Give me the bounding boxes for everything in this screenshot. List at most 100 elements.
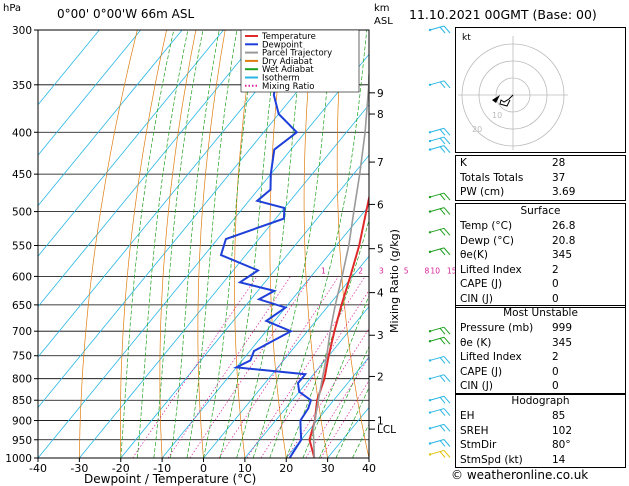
wind-barb-flag: [439, 425, 446, 432]
pressure-tick-label: 300: [12, 25, 32, 37]
wet-adiabat-line: [252, 30, 334, 458]
wind-barb-shaft: [429, 423, 445, 429]
mu-row-value: 345: [552, 336, 573, 349]
datetime-label: 11.10.2021 00GMT (Base: 00): [409, 7, 597, 22]
km-tick-label: 8: [377, 109, 384, 121]
most-unstable-title: Most Unstable: [503, 307, 578, 319]
wind-barb-base: [428, 377, 432, 380]
temperature-tick-label: 0: [200, 462, 207, 475]
wind-barb-base: [428, 399, 432, 402]
mixing-ratio-label: 2: [358, 266, 363, 275]
wind-barb-base: [428, 453, 432, 456]
wind-barb-shaft: [429, 395, 445, 401]
mixing-ratio-label: 3: [379, 266, 384, 275]
wet-adiabat-line: [153, 30, 204, 458]
wind-barb-flag: [443, 80, 451, 89]
temperature-tick-label: 10: [238, 462, 252, 475]
mixing-ratio-line: [320, 380, 369, 458]
pressure-tick-label: 450: [12, 169, 32, 181]
isotherm-line: [120, 154, 369, 458]
wind-barb-base: [428, 411, 432, 414]
wind-barb-flag: [443, 207, 451, 215]
km-unit-label: km: [374, 3, 390, 14]
hodo-row-label: StmSpd (kt): [460, 453, 523, 466]
index-k-value: 28: [552, 157, 566, 169]
dry-adiabat-line: [431, 30, 456, 458]
profile-lines: [219, 30, 369, 458]
wind-barb-base: [428, 427, 432, 430]
wind-barb-flag: [443, 145, 451, 153]
credit-text: © weatheronline.co.uk: [451, 468, 589, 482]
wind-barb-flag: [439, 396, 446, 404]
pressure-tick-label: 950: [12, 435, 32, 447]
series-line-temperature: [308, 193, 369, 458]
mixing-ratio-line: [286, 328, 369, 458]
km-tick-label: 2: [377, 371, 384, 383]
wet-adiabat-line: [120, 30, 175, 458]
wind-barb-shaft: [429, 25, 445, 31]
hodo-row-value: 102: [552, 424, 573, 437]
wind-barb-flag: [439, 327, 446, 335]
wind-barb-flag: [439, 357, 446, 364]
km-tick-label: 9: [377, 88, 384, 100]
wind-barb-base: [428, 231, 432, 234]
dry-adiabat-line: [269, 30, 287, 458]
km-tick-label: 4: [377, 288, 384, 300]
wind-barb-flag: [439, 337, 446, 345]
km-tick-label: 5: [377, 244, 384, 256]
wind-barb-shaft: [429, 408, 445, 414]
hodograph-ring-10: 10: [492, 111, 502, 120]
surface-row-value: 26.8: [552, 220, 576, 232]
wind-barb-base: [428, 131, 432, 134]
wind-barb-flag: [439, 228, 446, 236]
surface-row-label: Dewp (°C): [460, 234, 514, 247]
wind-barb-shaft: [429, 449, 445, 455]
wind-barb-base: [428, 210, 432, 213]
wind-barb-flag: [439, 409, 446, 416]
wind-barb-shaft: [429, 439, 445, 444]
index-tt-value: 37: [552, 171, 566, 184]
axes: 3003504004505005506006507007508008509009…: [5, 25, 396, 475]
pressure-tick-label: 500: [12, 207, 32, 219]
pressure-tick-label: 750: [12, 351, 32, 363]
wind-barb-base: [428, 28, 432, 32]
wet-adiabat-line: [219, 30, 279, 458]
surface-row-value: 345: [552, 249, 573, 262]
temperature-tick-label: 40: [362, 462, 376, 475]
dry-adiabat-line: [159, 30, 197, 458]
surface-row-label: θe(K): [460, 249, 488, 262]
hodograph-ring-20: 20: [472, 125, 482, 134]
wind-barb-flag: [443, 227, 451, 236]
dry-adiabat-line: [234, 30, 255, 458]
pressure-tick-label: 650: [12, 300, 32, 312]
mu-row-label: θe (K): [460, 336, 492, 349]
surface-panel: Surface Temp (°C) 26.8 Dewp (°C) 20.8 θe(K…: [455, 203, 626, 308]
wind-barb-shaft: [429, 127, 445, 133]
mu-row-value: 0: [552, 380, 559, 393]
storm-motion-marker: [492, 95, 500, 103]
mixing-ratio-label: 8: [425, 266, 430, 275]
legend-label: Mixing Ratio: [262, 82, 314, 92]
hodograph-panel: kt 10 20: [455, 27, 626, 153]
wind-barb-flag: [443, 424, 451, 432]
asl-unit-label: ASL: [374, 16, 393, 27]
wind-barb-base: [428, 148, 432, 151]
index-k-label: K: [460, 157, 467, 169]
surface-title: Surface: [520, 205, 561, 217]
isotherm-line: [79, 104, 369, 458]
hodo-row-value: 85: [552, 410, 566, 422]
wind-barb-flag: [443, 374, 451, 383]
mu-row-label: CAPE (J): [460, 365, 503, 378]
surface-row-value: 0: [552, 278, 559, 291]
mixing-ratio-line: [218, 276, 339, 458]
mu-row-value: 2: [552, 351, 559, 364]
wind-barbs: [428, 25, 451, 458]
wind-barb-flag: [443, 127, 451, 136]
wind-barb-flag: [443, 356, 451, 364]
wet-adiabat-line: [285, 218, 369, 458]
wind-barb-base: [428, 139, 432, 143]
wind-barb-base: [428, 250, 432, 254]
series-line-dewpoint: [219, 30, 313, 458]
index-tt-label: Totals Totals: [460, 171, 524, 184]
